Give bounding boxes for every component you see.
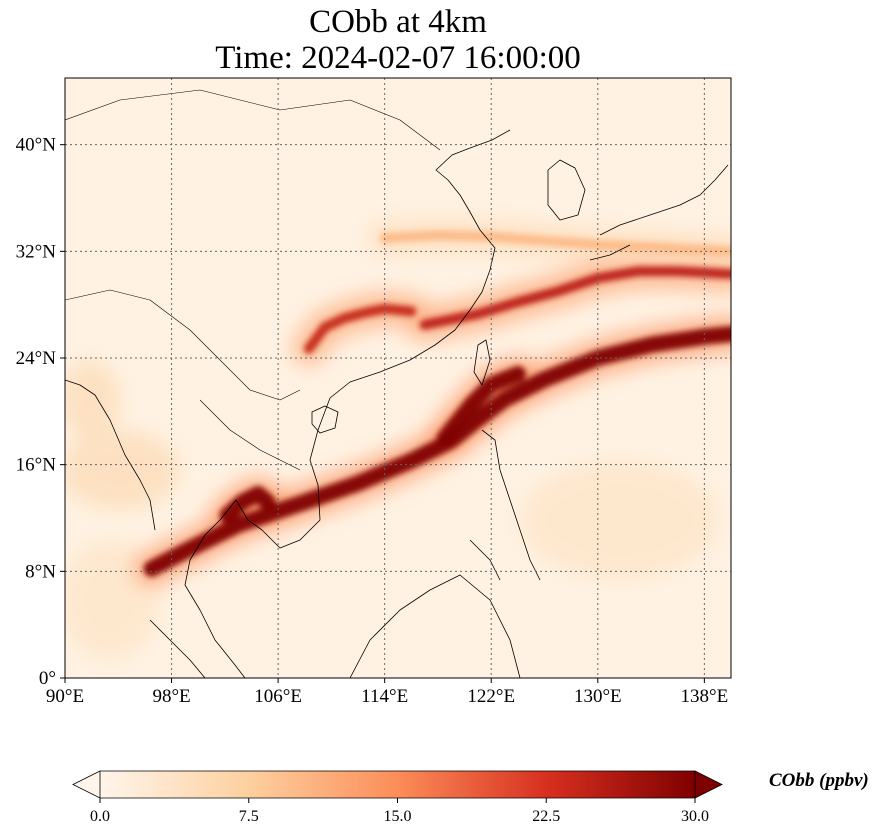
map-title-line1: CObb at 4km [309,4,487,40]
colorbar-body [100,771,695,798]
tick-label-lat: 0° [39,668,56,689]
border-interior [65,89,441,471]
colorbar-ticks: 0.0 7.5 15.0 22.5 30.0 [90,798,709,825]
coastline-sumatra [149,619,206,678]
tick-label-lat: 32°N [16,241,57,262]
haze-philippine-sea [520,460,720,580]
colorbar-label: CObb (ppbv) [769,770,869,791]
colorbar-tick-label: 0.0 [90,808,110,825]
colorbar-tick-label: 30.0 [681,808,709,825]
map-frame [64,77,732,679]
haze-south-west [65,430,180,510]
tick-label-lon: 114°E [361,686,408,707]
coastlines [65,89,729,678]
tick-label-lon: 138°E [681,686,729,707]
tick-label-lat: 40°N [16,135,57,156]
coastline-myanmar [65,379,156,531]
haze-bay-of-bengal [65,360,120,440]
plume-yangtze-faint [379,230,731,257]
coastline-indochina [184,397,331,678]
map-title-line2: Time: 2024-02-07 16:00:00 [215,40,581,76]
coastline-japan [589,164,729,261]
coastline-korea [547,159,586,221]
tick-label-lon: 106°E [254,686,302,707]
colorbar-tick-label: 15.0 [384,808,412,825]
colorbar-high-extension [694,770,723,799]
coastline-philippines [469,429,541,581]
plume-southeast-china-arc [303,303,417,354]
axis-ticks: 90°E 98°E 106°E 114°E 122°E 130°E 138°E 0° 8°N 16… [16,135,729,707]
coastline-china [329,129,511,399]
tick-label-lon: 130°E [574,686,622,707]
map-background [65,78,731,678]
tick-label-lat: 16°N [16,455,57,476]
colorbar: 0.0 7.5 15.0 22.5 30.0 [72,770,723,825]
plume-east-china-sea-band [419,266,731,330]
colorbar-tick-label: 7.5 [239,808,259,825]
tick-label-lat: 24°N [16,348,57,369]
plume-taiwan-core [436,366,526,446]
plume-cambodia-cluster [219,486,276,524]
tick-label-lon: 98°E [152,686,190,707]
coastline-hainan [311,405,339,434]
tick-label-lon: 90°E [46,686,84,707]
coastline-borneo [349,574,521,678]
gridlines [65,78,731,678]
coastline-taiwan [473,339,491,386]
colorbar-low-extension [72,770,101,799]
tick-label-lon: 122°E [467,686,515,707]
tick-label-lat: 8°N [25,561,56,582]
colorbar-tick-label: 22.5 [532,808,560,825]
